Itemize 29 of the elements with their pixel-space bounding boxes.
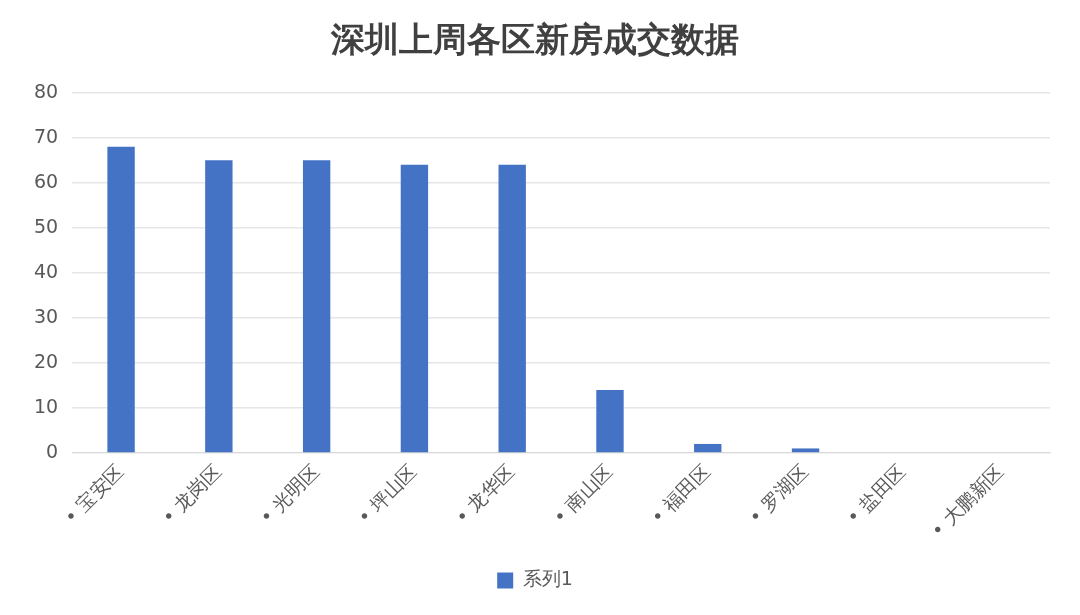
x-tick-label: • 福田区 [646, 459, 715, 528]
bar [107, 146, 135, 453]
legend-label: 系列1 [522, 567, 573, 590]
y-tick-label: 70 [33, 124, 59, 147]
y-tick-label: 40 [33, 259, 59, 282]
bar [400, 164, 429, 453]
y-tick-label: 30 [33, 304, 59, 327]
x-tick-label: • 罗湖区 [743, 459, 812, 528]
bar [791, 448, 820, 453]
bar [694, 443, 722, 453]
x-tick-label: • 光明区 [254, 459, 323, 528]
x-tick-label: • 坪山区 [352, 459, 421, 528]
bar [596, 389, 624, 453]
y-tick-label: 20 [33, 349, 59, 372]
bar [302, 160, 331, 453]
chart-title: 深圳上周各区新房成交数据 [330, 19, 739, 60]
x-tick-label: • 南山区 [548, 459, 617, 528]
bar [205, 160, 233, 453]
x-tick-label: • 宝安区 [59, 459, 128, 528]
x-tick-label: • 龙岗区 [157, 459, 226, 528]
x-tick-label: • 大鹏新区 [925, 459, 1008, 542]
y-tick-label: 60 [33, 169, 59, 192]
y-tick-label: 10 [33, 394, 59, 417]
y-tick-label: 80 [33, 79, 59, 102]
y-tick-label: 0 [46, 439, 59, 462]
x-tick-label: • 龙华区 [450, 459, 519, 528]
bar [498, 164, 526, 453]
y-tick-label: 50 [33, 214, 59, 237]
x-tick-label: • 盐田区 [841, 459, 910, 528]
